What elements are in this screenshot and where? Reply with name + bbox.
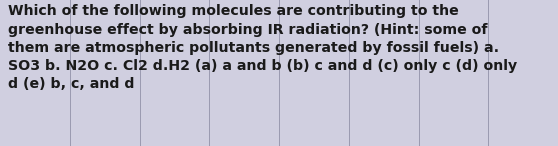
Text: Which of the following molecules are contributing to the
greenhouse effect by ab: Which of the following molecules are con… bbox=[8, 4, 518, 91]
